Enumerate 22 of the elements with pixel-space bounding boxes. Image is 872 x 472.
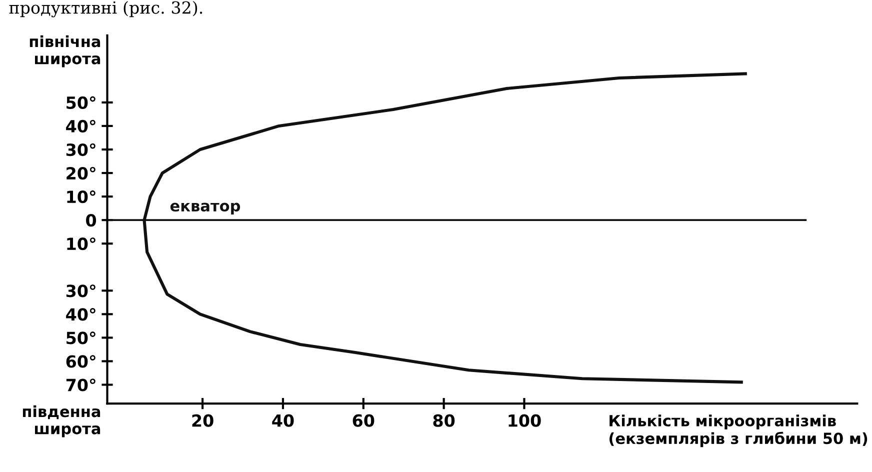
y-tick-label: 0 xyxy=(86,214,96,227)
y-tick-label: 60° xyxy=(66,355,96,368)
y-tick-label: 30° xyxy=(66,284,96,298)
text: південна широта xyxy=(22,405,100,438)
y-tick-label: 50° xyxy=(66,332,96,344)
x-tick-label: 80 xyxy=(433,414,455,427)
y-tick-label: 70° xyxy=(66,378,96,392)
y-tick-label: 40° xyxy=(66,308,96,321)
y-tick-label: 40° xyxy=(66,120,96,133)
series-label: екватор xyxy=(170,202,240,215)
y-tick-label: 50° xyxy=(66,96,96,110)
x-tick-label: 100 xyxy=(508,414,541,427)
x-tick-label: 40 xyxy=(272,414,294,427)
y-tick-label: 10° xyxy=(67,190,96,204)
y-tick-label: 30° xyxy=(66,143,96,156)
text: продуктивні (рис. 32). xyxy=(9,0,202,18)
x-axis-title: Кількість мікроорганізмів (екземплярів з глибини 50 м) xyxy=(610,414,868,448)
y-tick-label: 20° xyxy=(66,166,96,180)
x-tick-label: 20 xyxy=(192,414,214,427)
y-tick-label: 10° xyxy=(67,237,96,250)
y-axis-title: північна широта xyxy=(30,35,100,68)
x-tick-label: 60 xyxy=(352,414,374,427)
